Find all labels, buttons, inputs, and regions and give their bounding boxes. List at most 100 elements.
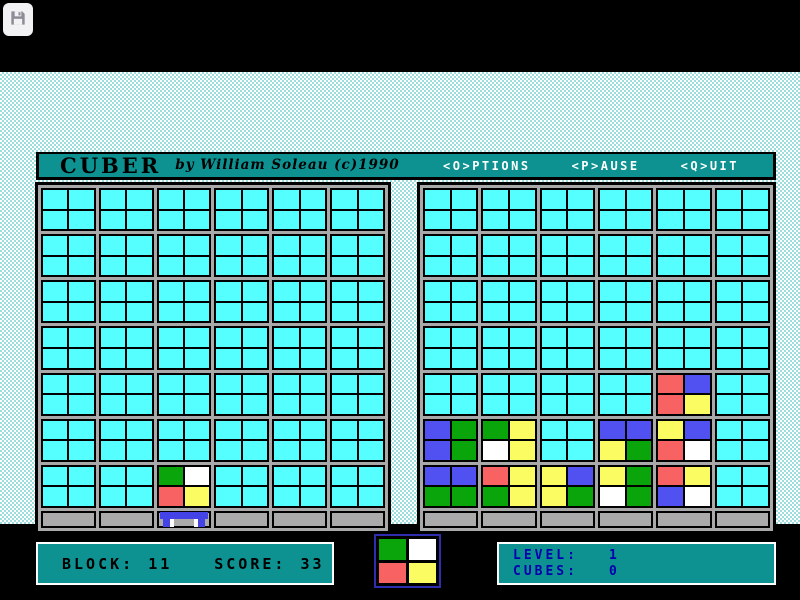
grid-cell: [684, 328, 710, 347]
grid-cell: [274, 210, 299, 230]
grid-cell: [100, 466, 126, 486]
grid-cell: [358, 282, 383, 301]
grid-cell: [332, 466, 357, 486]
grid-cell: [300, 374, 326, 394]
grid-cell: [100, 302, 126, 322]
grid-cell: [568, 190, 593, 209]
cube-block: [539, 464, 595, 508]
cart: [159, 511, 209, 527]
cubes-value: 0: [609, 563, 620, 579]
grid-cell: [300, 190, 326, 209]
cube-block: [423, 372, 479, 416]
grid-cell: [69, 374, 94, 394]
cube-block: [656, 372, 712, 416]
grid-cell: [568, 210, 593, 230]
cube-block: [272, 280, 328, 324]
grid-cell: [568, 302, 593, 322]
grid-cell: [658, 210, 683, 230]
floor-segment: [272, 510, 328, 528]
cube-block: [714, 418, 770, 462]
grid-cell: [568, 282, 593, 301]
grid-cell: [716, 190, 742, 209]
grid-cell: [626, 374, 652, 394]
grid-cell: [483, 190, 508, 209]
grid-cell: [100, 282, 126, 301]
cube-block: [481, 234, 537, 278]
grid-cell: [216, 190, 241, 209]
grid-cell: [216, 348, 241, 368]
grid-cell: [43, 374, 68, 394]
grid-cell: [451, 441, 477, 460]
grid-cell: [216, 487, 241, 506]
grid-cell: [743, 374, 768, 394]
grid-cell: [425, 190, 450, 209]
grid-cell: [300, 466, 326, 486]
right-playfield: [417, 182, 776, 534]
floor-segment: [481, 510, 537, 528]
grid-cell: [69, 190, 94, 209]
grid-cell: [658, 374, 683, 394]
grid-cell: [509, 282, 535, 301]
cube-block: [41, 418, 96, 462]
grid-cell: [127, 302, 152, 322]
grid-cell: [69, 420, 94, 440]
cube-block: [539, 372, 595, 416]
grid-cell: [626, 328, 652, 347]
grid-cell: [425, 420, 450, 440]
grid-cell: [158, 348, 184, 368]
cube-block: [272, 464, 328, 508]
menu-options[interactable]: <O>PTIONS: [443, 158, 531, 173]
grid-cell: [158, 374, 184, 394]
grid-cell: [658, 328, 683, 347]
cube-block: [156, 372, 212, 416]
grid-cell: [626, 420, 652, 440]
menu-quit[interactable]: <Q>UIT: [680, 158, 739, 173]
grid-cell: [242, 282, 268, 301]
cube-block: [539, 234, 595, 278]
cube-block: [156, 464, 212, 508]
cube-block: [214, 188, 270, 232]
game-screen: CUBER by William Soleau (c)1990 <O>PTION…: [0, 72, 800, 588]
cube-block: [656, 326, 712, 370]
grid-cell: [483, 302, 508, 322]
grid-cell: [216, 466, 241, 486]
cube-block: [156, 326, 212, 370]
grid-cell: [626, 236, 652, 255]
grid-cell: [743, 190, 768, 209]
grid-cell: [716, 420, 742, 440]
grid-cell: [43, 441, 68, 460]
grid-cell: [658, 236, 683, 255]
grid-cell: [216, 328, 241, 347]
cube-block: [156, 280, 212, 324]
grid-cell: [274, 420, 299, 440]
grid-cell: [684, 395, 710, 414]
grid-cell: [127, 236, 152, 255]
grid-cell: [541, 282, 567, 301]
grid-cell: [158, 395, 184, 414]
grid-cell: [483, 374, 508, 394]
grid-cell: [332, 210, 357, 230]
grid-cell: [100, 256, 126, 276]
cube-block: [597, 234, 654, 278]
grid-cell: [274, 302, 299, 322]
cube-block: [481, 464, 537, 508]
grid-cell: [216, 441, 241, 460]
grid-cell: [568, 395, 593, 414]
grid-cell: [684, 236, 710, 255]
grid-cell: [185, 395, 210, 414]
cube-block: [330, 234, 385, 278]
grid-cell: [568, 328, 593, 347]
cube-block: [597, 280, 654, 324]
save-button[interactable]: [3, 3, 33, 36]
grid-cell: [332, 420, 357, 440]
grid-cell: [716, 236, 742, 255]
grid-cell: [300, 395, 326, 414]
grid-cell: [358, 487, 383, 506]
menu-pause[interactable]: <P>AUSE: [571, 158, 640, 173]
grid-cell: [541, 420, 567, 440]
grid-cell: [743, 210, 768, 230]
grid-cell: [242, 487, 268, 506]
grid-cell: [242, 374, 268, 394]
cube-block: [214, 372, 270, 416]
floor-segment: [156, 510, 212, 528]
